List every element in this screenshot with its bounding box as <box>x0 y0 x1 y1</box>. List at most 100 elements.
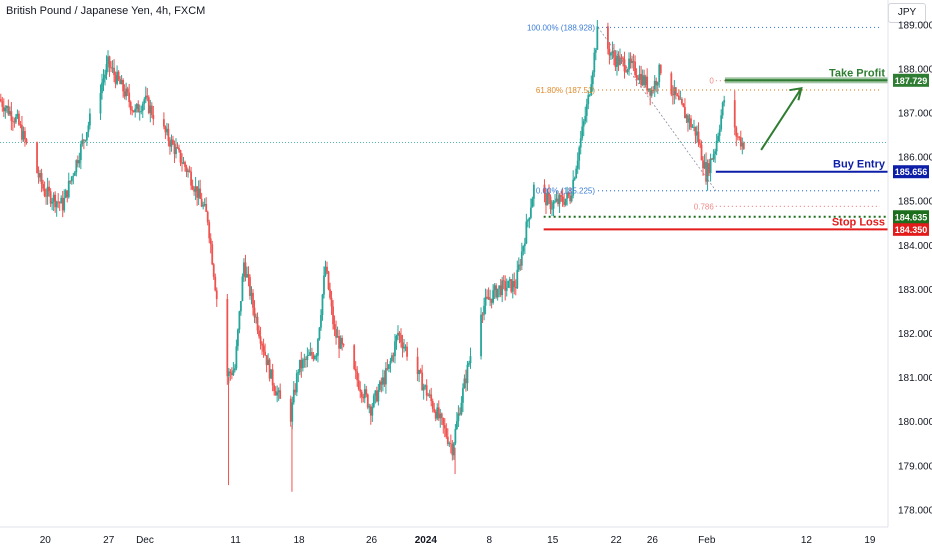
candle-body <box>205 204 208 212</box>
candle-body <box>650 90 653 96</box>
candle-body <box>304 359 307 361</box>
candle-body <box>638 74 641 80</box>
candle-body <box>214 276 217 291</box>
candle-body <box>676 94 679 96</box>
candle-body <box>388 364 390 369</box>
candle-body <box>723 100 726 103</box>
y-tick-label: 179.000 <box>898 461 932 472</box>
candle-body <box>700 144 703 161</box>
candle-body <box>525 221 528 244</box>
candle-body <box>492 290 495 303</box>
candle-body <box>332 306 334 325</box>
candle-body <box>504 281 507 291</box>
candle-body <box>306 355 309 360</box>
candle-body <box>463 378 466 389</box>
y-tick-label: 181.000 <box>898 373 932 384</box>
candle-body <box>481 314 484 316</box>
candle-body <box>354 368 357 372</box>
candle-body <box>685 115 688 119</box>
candle-body <box>289 398 292 422</box>
candle-body <box>640 74 643 85</box>
candle-body <box>733 100 736 128</box>
candle-body <box>607 26 609 49</box>
candle-body <box>557 198 559 204</box>
candle-body <box>13 121 16 123</box>
y-tick-label: 187.000 <box>898 108 932 119</box>
candle-body <box>321 294 324 315</box>
candle-body <box>21 124 23 140</box>
candle-body <box>560 195 562 197</box>
candle-body <box>381 377 384 385</box>
candle-body <box>682 103 685 108</box>
candle-body <box>339 337 342 349</box>
candle-body <box>75 160 78 173</box>
candle-body <box>66 190 69 198</box>
candle-body <box>57 201 60 203</box>
candle-body <box>227 371 230 377</box>
candle-body <box>87 125 90 133</box>
candle-body <box>107 56 109 65</box>
candle-body <box>703 162 706 169</box>
candle-body <box>73 172 76 176</box>
level-annotation: Take Profit <box>829 67 885 79</box>
candle-body <box>436 407 439 419</box>
candle-body <box>735 127 738 137</box>
candle-body <box>179 150 182 163</box>
candle-body <box>386 368 389 370</box>
candle-body <box>711 158 714 160</box>
price-tag-label: 184.635 <box>895 212 928 222</box>
candle-body <box>457 413 460 422</box>
price-tag <box>893 165 929 179</box>
candle-body <box>455 421 458 430</box>
candle-body <box>333 324 336 330</box>
candle-body <box>449 443 452 445</box>
candle-body <box>119 79 122 85</box>
candle-body <box>143 99 146 104</box>
candle-body <box>622 57 624 60</box>
candle-body <box>422 386 425 391</box>
candle-body <box>671 94 674 96</box>
candle-body <box>209 238 212 245</box>
level-annotation: Buy Entry <box>833 159 886 171</box>
candle-body <box>233 368 236 371</box>
candle-body <box>715 140 718 152</box>
fib-level-label: 0.786 <box>694 202 715 211</box>
x-tick-label: 8 <box>487 535 493 546</box>
candle-body <box>483 305 485 315</box>
candle-body <box>70 176 73 182</box>
candle-body <box>505 287 508 291</box>
candle-body <box>247 273 250 278</box>
candle-body <box>353 345 356 369</box>
candle-body <box>270 369 273 379</box>
candle-body <box>690 118 692 128</box>
candle-body <box>341 337 344 345</box>
candle-body <box>582 121 585 127</box>
candle-body <box>132 110 135 113</box>
candle-body <box>629 58 632 64</box>
candle-body <box>741 142 744 147</box>
candle-body <box>507 280 510 288</box>
candle-body <box>443 425 446 429</box>
candle-body <box>79 144 82 161</box>
candles-layer <box>0 19 745 492</box>
candle-body <box>400 335 402 343</box>
candle-body <box>330 297 333 307</box>
candle-body <box>520 251 523 266</box>
candle-body <box>365 389 368 395</box>
y-tick-label: 184.000 <box>898 241 932 252</box>
candle-body <box>738 136 741 138</box>
candle-body <box>188 170 191 172</box>
candle-body <box>291 402 294 422</box>
candle-body <box>82 139 85 141</box>
candle-body <box>696 131 698 136</box>
candle-body <box>298 359 301 373</box>
candle-body <box>628 58 630 70</box>
candle-body <box>52 194 55 202</box>
candle-body <box>240 301 242 312</box>
candle-body <box>369 406 372 416</box>
candle-body <box>611 50 614 54</box>
candle-body <box>468 362 470 365</box>
candle-body <box>572 179 575 196</box>
candle-body <box>197 188 200 198</box>
